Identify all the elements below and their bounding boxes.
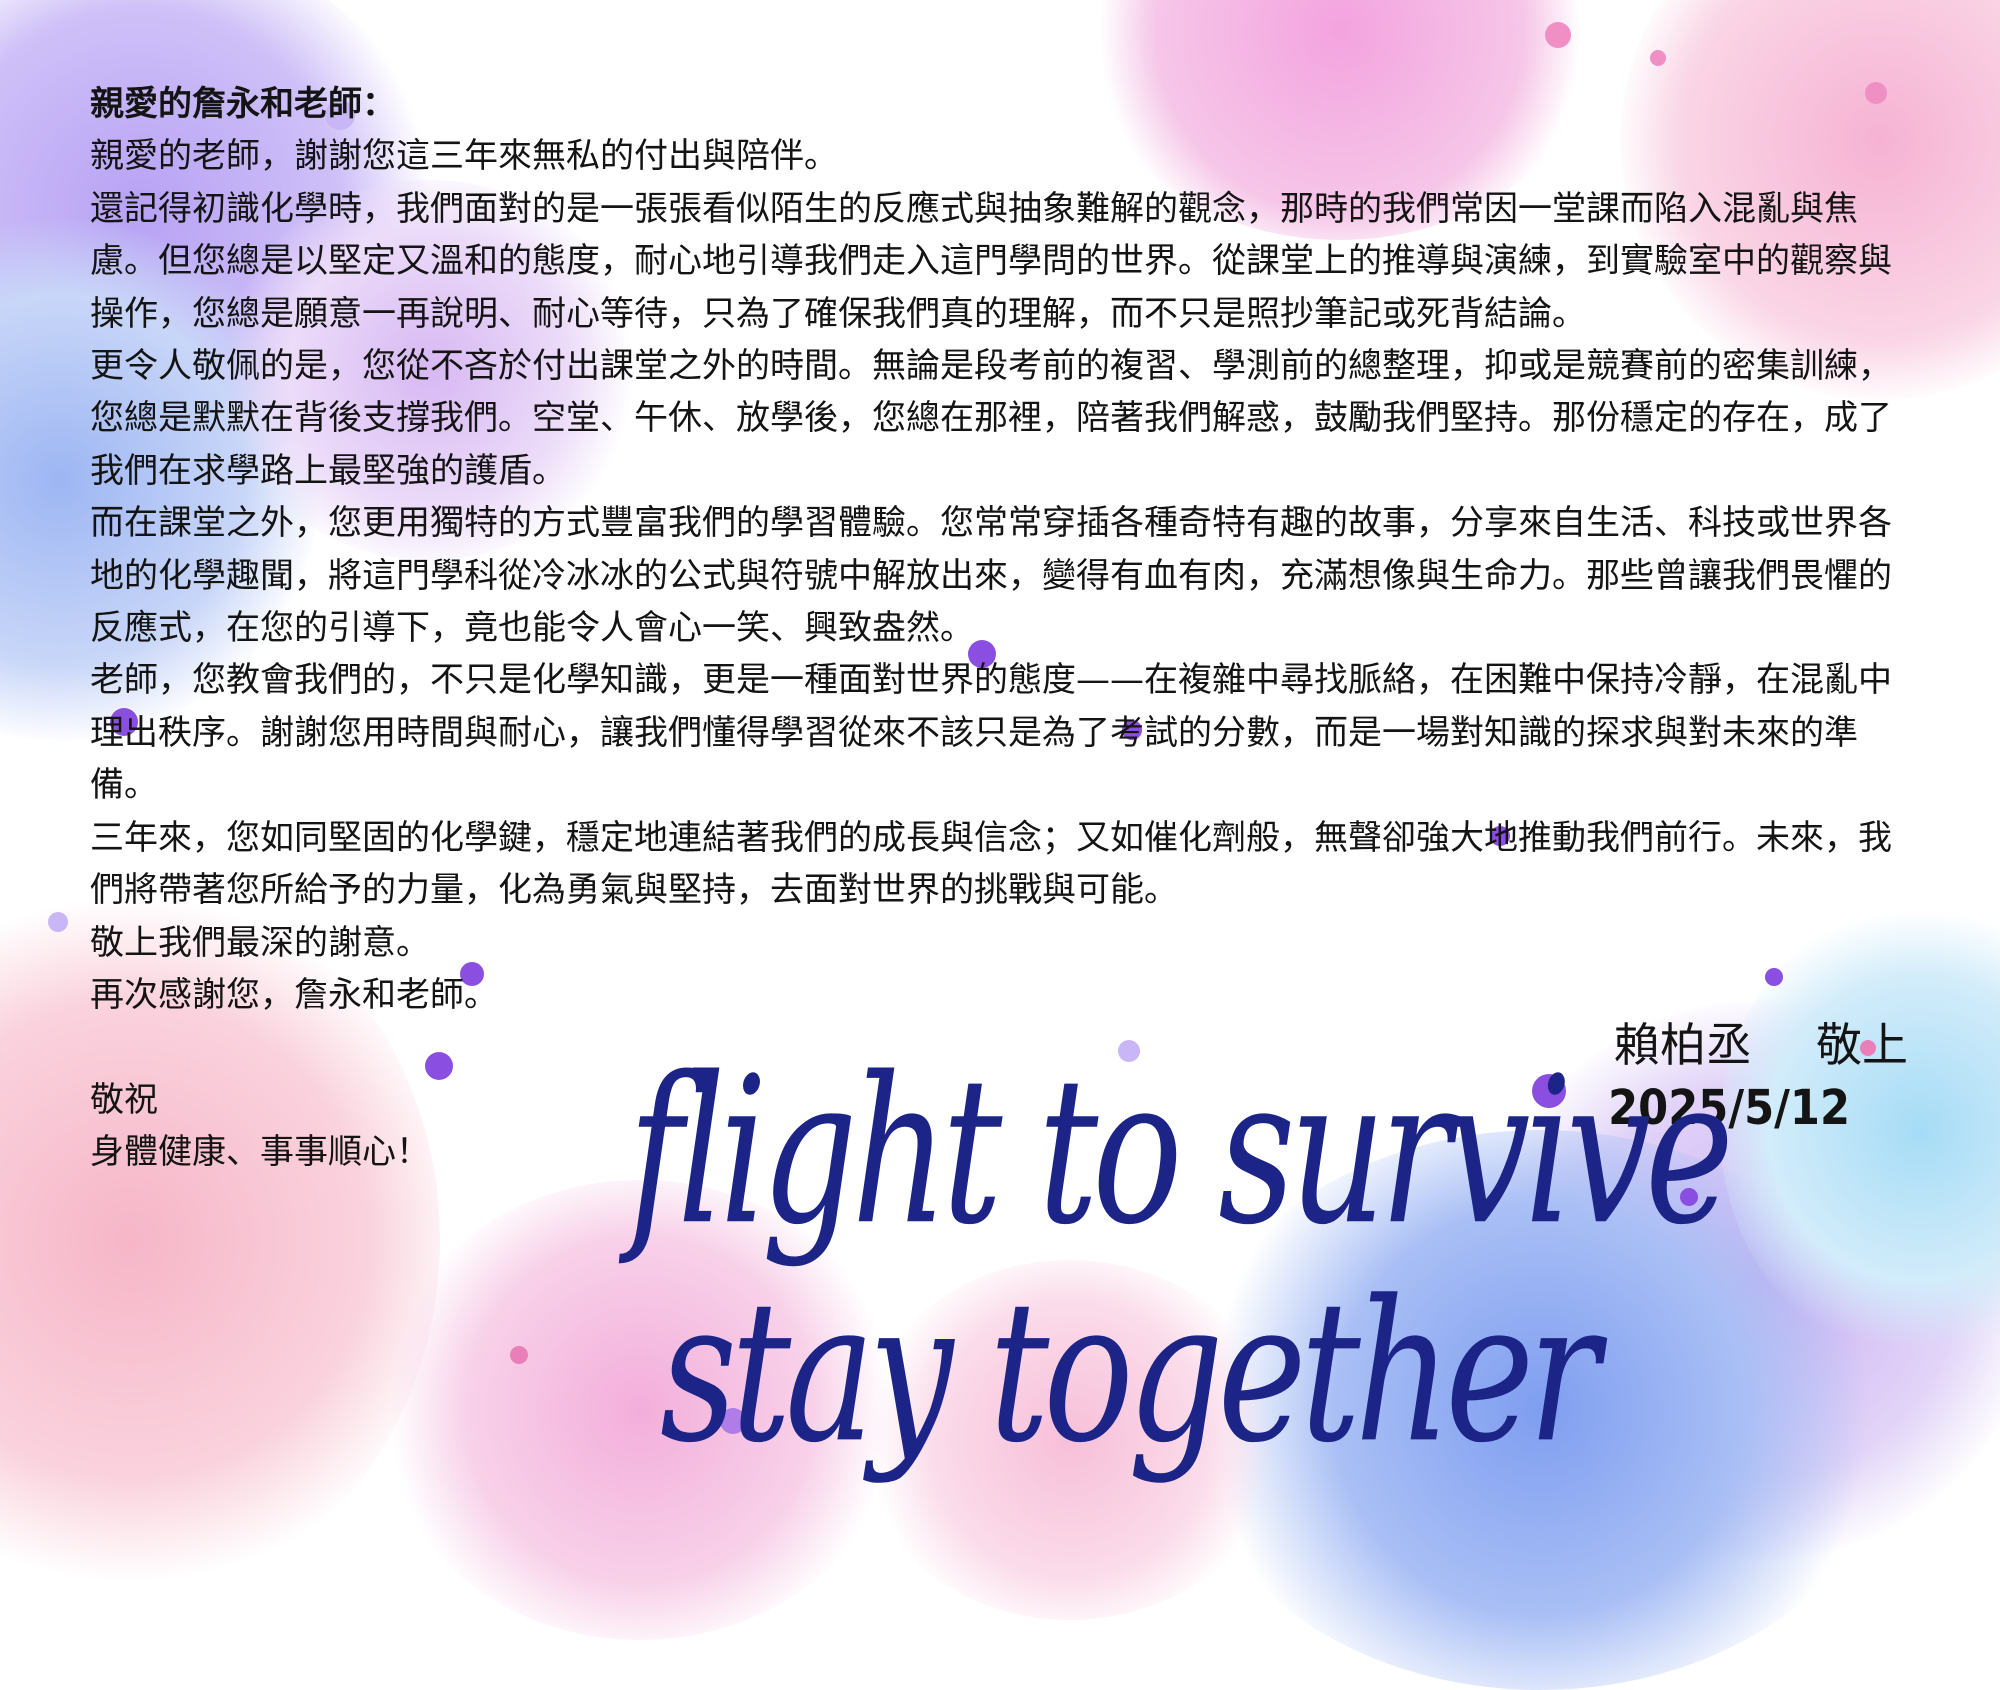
lavender-blob — [220, 180, 640, 560]
paint-dot — [1650, 50, 1666, 66]
paint-dot — [1532, 1074, 1566, 1108]
paint-dot — [1490, 826, 1510, 846]
paint-dot — [1545, 22, 1571, 48]
letter-salutation: 親愛的詹永和老師： — [90, 84, 396, 124]
paint-dot — [110, 708, 138, 736]
paint-dot — [1680, 1188, 1698, 1206]
paint-dot — [1860, 1040, 1876, 1056]
closing-line: 敬祝 — [90, 1079, 158, 1120]
paint-dot — [460, 962, 484, 986]
paint-dot — [48, 912, 68, 932]
letter-paragraph: 老師，您教會我們的，不只是化學知識，更是一種面對世界的態度——在複雜中尋找脈絡，… — [90, 660, 1892, 806]
letter-paragraph: 敬上我們最深的謝意。 — [90, 922, 430, 963]
paint-dot — [510, 1346, 528, 1364]
paint-dot — [1865, 82, 1887, 104]
signature-date: 2025/5/12 — [1608, 1080, 1850, 1136]
closing-wish: 身體健康、事事順心！ — [90, 1132, 430, 1173]
letter-body: 親愛的詹永和老師： 親愛的老師，謝謝您這三年來無私的付出與陪伴。 還記得初識化學… — [90, 78, 1920, 1179]
paint-dot — [968, 640, 996, 668]
letter-paragraph: 親愛的老師，謝謝您這三年來無私的付出與陪伴。 — [90, 136, 838, 177]
script-line-1: flight to survive — [628, 1035, 1734, 1270]
letter-paragraph: 而在課堂之外，您更用獨特的方式豐富我們的學習體驗。您常常穿插各種奇特有趣的故事，… — [90, 503, 1892, 649]
signature-honorific: 敬上 — [1816, 1018, 1908, 1072]
letter-paragraph: 三年來，您如同堅固的化學鍵，穩定地連結著我們的成長與信念；又如催化劑般，無聲卻強… — [90, 817, 1892, 911]
paint-dot — [720, 1408, 746, 1434]
paint-dot — [425, 1052, 453, 1080]
paint-dot — [1118, 1040, 1140, 1062]
paint-dot — [1122, 720, 1142, 740]
letter-paragraph: 還記得初識化學時，我們面對的是一張張看似陌生的反應式與抽象難解的觀念，那時的我們… — [90, 188, 1892, 334]
paint-dot — [1765, 968, 1783, 986]
paint-dot — [325, 100, 355, 130]
letter-paragraph: 再次感謝您，詹永和老師。 — [90, 974, 498, 1015]
script-line-2: stay together — [660, 1260, 1600, 1487]
signature-line: 賴柏丞 敬上 — [1608, 1014, 1908, 1076]
signer-name: 賴柏丞 — [1614, 1018, 1752, 1072]
signature-block: 賴柏丞 敬上 2025/5/12 — [1608, 1014, 1908, 1140]
letter-paragraph: 更令人敬佩的是，您從不吝於付出課堂之外的時間。無論是段考前的複習、學測前的總整理… — [90, 346, 1892, 491]
